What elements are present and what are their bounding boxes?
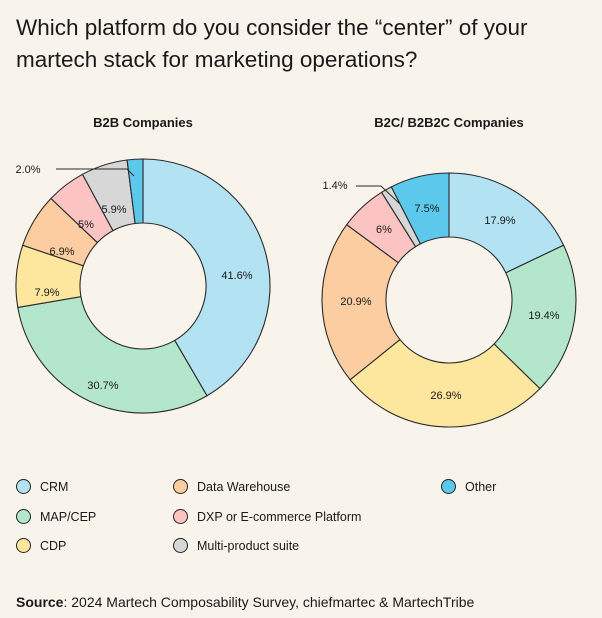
legend-item-data-warehouse: Data Warehouse [173, 479, 290, 494]
data-label-other: 7.5% [414, 203, 439, 215]
legend-item-other: Other [441, 479, 496, 494]
slice-map-cep [493, 244, 577, 390]
data-label-multi-product-suite: 5.9% [101, 204, 126, 216]
data-label-cdp: 7.9% [34, 287, 59, 299]
slice-other [390, 172, 450, 245]
legend-label-data-warehouse: Data Warehouse [197, 479, 291, 494]
data-label-other: 2.0% [15, 164, 40, 176]
legend-label-other: Other [465, 479, 497, 494]
legend-swatch-dxp [173, 509, 188, 524]
legend-label-map-cep: MAP/CEP [40, 509, 97, 524]
legend-item-crm: CRM [16, 479, 68, 494]
legend-item-multi-product-suite: Multi-product suite [173, 538, 299, 553]
slice-crm [448, 172, 565, 274]
data-label-multi-product-suite: 1.4% [322, 180, 347, 192]
legend-swatch-cdp [16, 538, 31, 553]
slice-data-warehouse [321, 223, 401, 381]
legend-swatch-other [441, 479, 456, 494]
data-label-crm: 41.6% [221, 270, 252, 282]
source-text: : 2024 Martech Composability Survey, chi… [63, 594, 475, 610]
donut-chart-1: B2B Companies 41.6% 30.7% 7.9% 6.9% 5% 5.9% 2.0… [15, 115, 271, 414]
legend-item-map-cep: MAP/CEP [16, 509, 96, 524]
slice-other [126, 158, 144, 225]
data-label-crm: 17.9% [484, 215, 515, 227]
legend-swatch-crm [16, 479, 31, 494]
legend-item-dxp: DXP or E-commerce Platform [173, 509, 361, 524]
chart-title: B2B Companies [93, 115, 193, 130]
callout-line [356, 185, 401, 205]
legend-swatch-data-warehouse [173, 479, 188, 494]
legend-swatch-map-cep [16, 509, 31, 524]
source-note: Source: 2024 Martech Composability Surve… [16, 594, 474, 610]
legend-label-cdp: CDP [40, 538, 67, 553]
legend-swatch-multi-product-suite [173, 538, 188, 553]
donut-chart-2: B2C/ B2B2C Companies 17.9% 19.4% 26.9% 20.9%… [321, 115, 577, 428]
slice-map-cep [17, 296, 208, 414]
data-label-data-warehouse: 20.9% [340, 296, 371, 308]
legend-label-crm: CRM [40, 479, 69, 494]
data-label-dxp-or-e-commerce-platform: 5% [78, 219, 94, 231]
slice-crm [142, 158, 271, 397]
callout-line [56, 168, 135, 177]
legend-label-multi-product-suite: Multi-product suite [197, 538, 300, 553]
data-label-cdp: 26.9% [430, 390, 461, 402]
legend-item-cdp: CDP [16, 538, 66, 553]
page-title: Which platform do you consider the “cent… [16, 15, 528, 72]
slice-cdp [349, 338, 541, 428]
data-label-dxp-or-e-commerce-platform: 6% [376, 224, 392, 236]
data-label-map-cep: 19.4% [528, 310, 559, 322]
chart-title: B2C/ B2B2C Companies [374, 115, 524, 130]
legend-label-dxp: DXP or E-commerce Platform [197, 509, 362, 524]
data-label-data-warehouse: 6.9% [49, 246, 74, 258]
source-label: Source [16, 594, 64, 610]
data-label-map-cep: 30.7% [87, 380, 118, 392]
